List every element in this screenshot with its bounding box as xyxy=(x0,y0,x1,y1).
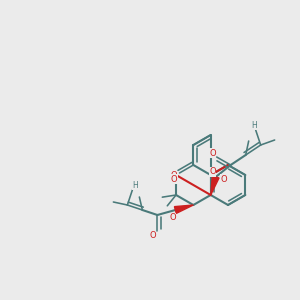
Text: O: O xyxy=(209,148,216,158)
Text: H: H xyxy=(251,121,256,130)
Polygon shape xyxy=(174,205,194,213)
Polygon shape xyxy=(211,176,219,195)
Text: O: O xyxy=(169,214,176,223)
Text: O: O xyxy=(171,172,178,181)
Text: O: O xyxy=(209,167,216,176)
Text: O: O xyxy=(220,175,227,184)
Text: O: O xyxy=(149,232,156,241)
Text: H: H xyxy=(133,181,138,190)
Text: O: O xyxy=(171,175,177,184)
